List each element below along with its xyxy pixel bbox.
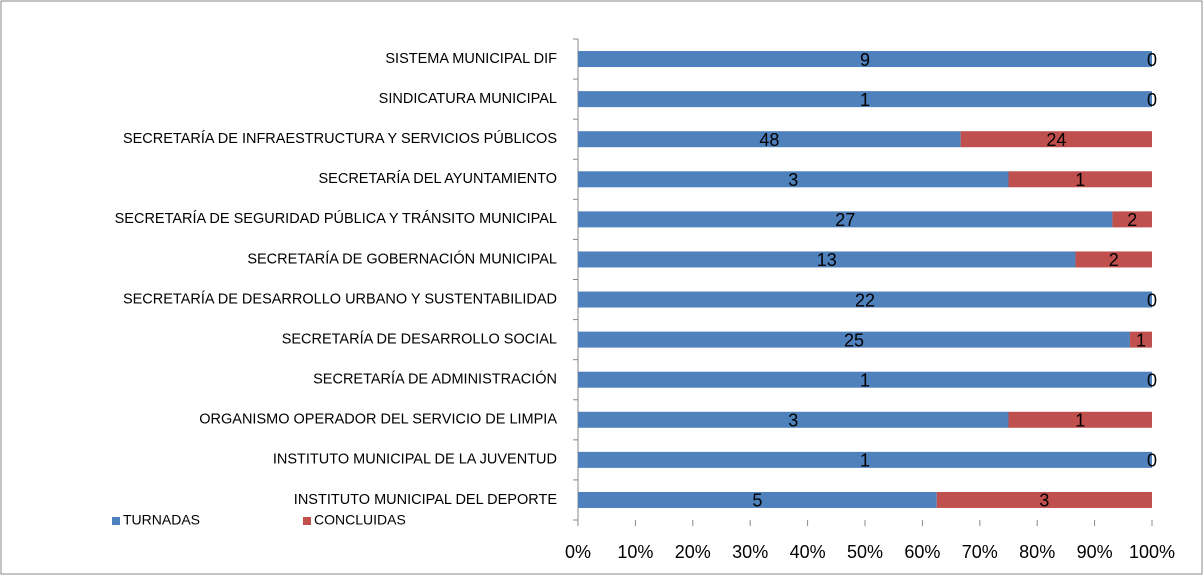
bar-segment: [1075, 251, 1152, 268]
x-tick-label: 90%: [1077, 542, 1113, 562]
category-label: INSTITUTO MUNICIPAL DE LA JUVENTUD: [273, 452, 557, 468]
x-tick-label: 50%: [847, 542, 883, 562]
bar-segment: [578, 211, 1113, 228]
data-label: 0: [1147, 290, 1157, 310]
bar-segment: [578, 251, 1076, 268]
bar-segment: [578, 131, 961, 148]
category-label: SECRETARÍA DE ADMINISTRACIÓN: [313, 371, 557, 388]
data-label: 1: [1136, 330, 1146, 350]
data-label: 0: [1147, 370, 1157, 390]
data-label: 0: [1147, 451, 1157, 471]
legend-swatch: [303, 517, 311, 525]
category-label: SECRETARÍA DE DESARROLLO URBANO Y SUSTEN…: [123, 290, 557, 307]
x-tick-label: 0%: [565, 542, 591, 562]
category-label: SECRETARÍA DE INFRAESTRUCTURA Y SERVICIO…: [123, 130, 557, 147]
category-label: SECRETARÍA DE GOBERNACIÓN MUNICIPAL: [247, 250, 557, 267]
data-label: 0: [1147, 50, 1157, 70]
category-label: ORGANISMO OPERADOR DEL SERVICIO DE LIMPI…: [199, 412, 557, 428]
x-tick-label: 40%: [790, 542, 826, 562]
bar-segment: [578, 331, 1130, 348]
x-tick-label: 80%: [1019, 542, 1055, 562]
bar-segment: [960, 131, 1152, 148]
data-label: 22: [855, 290, 875, 310]
bar-segment: [1008, 411, 1152, 428]
bar-segment: [936, 491, 1152, 508]
data-label: 1: [860, 370, 870, 390]
data-label: 5: [752, 491, 762, 511]
data-label: 2: [1109, 250, 1119, 270]
bar-segment: [578, 371, 1152, 388]
bar-segment: [578, 411, 1009, 428]
x-tick-label: 30%: [732, 542, 768, 562]
bar-segment: [1112, 211, 1152, 228]
data-label: 1: [1075, 411, 1085, 431]
bar-segment: [1008, 171, 1152, 188]
bar-segment: [578, 171, 1009, 188]
data-label: 2: [1127, 210, 1137, 230]
category-label: SECRETARÍA DE DESARROLLO SOCIAL: [282, 330, 557, 347]
bar-segment: [1129, 331, 1152, 348]
data-label: 0: [1147, 90, 1157, 110]
data-label: 3: [788, 411, 798, 431]
data-label: 3: [788, 170, 798, 190]
category-label: SINDICATURA MUNICIPAL: [379, 91, 557, 107]
data-label: 25: [844, 330, 864, 350]
bar-segment: [578, 491, 937, 508]
bar-segment: [578, 291, 1152, 308]
data-label: 1: [860, 451, 870, 471]
x-tick-label: 20%: [675, 542, 711, 562]
data-label: 1: [1075, 170, 1085, 190]
category-label: SECRETARÍA DE SEGURIDAD PÚBLICA Y TRÁNSI…: [115, 210, 557, 227]
data-label: 27: [835, 210, 855, 230]
bar-segment: [578, 451, 1152, 468]
legend-label: CONCLUIDAS: [314, 512, 406, 528]
x-tick-label: 10%: [617, 542, 653, 562]
data-label: 3: [1039, 491, 1049, 511]
x-tick-label: 100%: [1129, 542, 1175, 562]
bar-segment: [578, 51, 1152, 68]
data-label: 13: [817, 250, 837, 270]
legend-label: TURNADAS: [123, 512, 200, 528]
data-label: 9: [860, 50, 870, 70]
category-label: INSTITUTO MUNICIPAL DEL DEPORTE: [294, 492, 558, 508]
data-label: 1: [860, 90, 870, 110]
bar-segment: [578, 91, 1152, 108]
data-label: 24: [1046, 130, 1066, 150]
data-label: 48: [759, 130, 779, 150]
category-label: SISTEMA MUNICIPAL DIF: [385, 51, 557, 67]
category-label: SECRETARÍA DEL AYUNTAMIENTO: [319, 170, 558, 187]
x-tick-label: 70%: [962, 542, 998, 562]
legend-swatch: [112, 517, 120, 525]
x-tick-label: 60%: [904, 542, 940, 562]
